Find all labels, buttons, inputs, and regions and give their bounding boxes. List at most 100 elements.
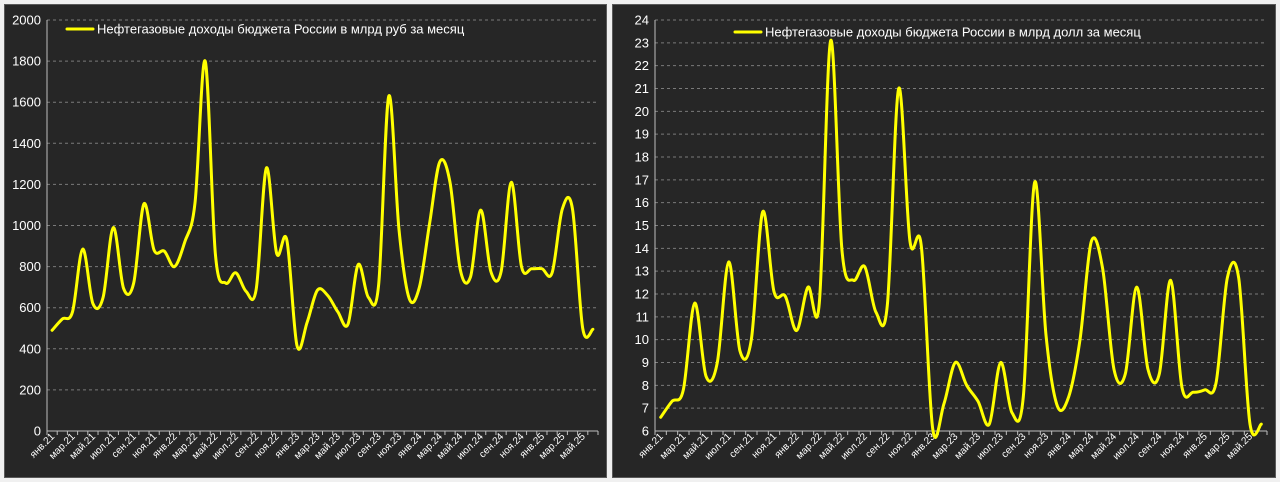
- data-point: [784, 295, 787, 298]
- y-tick-label: 13: [635, 264, 649, 279]
- data-point: [693, 302, 696, 305]
- data-point: [306, 321, 309, 324]
- data-point: [886, 304, 889, 307]
- data-point: [1045, 334, 1048, 337]
- chart-usd-svg: 6789101112131415161718192021222324янв.21…: [635, 13, 1268, 462]
- data-point: [520, 265, 523, 268]
- data-point: [965, 384, 968, 387]
- data-point: [1147, 368, 1150, 371]
- data-point: [659, 416, 662, 419]
- y-tick-label: 22: [635, 58, 649, 73]
- data-point: [459, 268, 462, 271]
- data-point: [224, 282, 227, 285]
- data-point: [469, 275, 472, 278]
- data-point: [1181, 386, 1184, 389]
- data-point: [1079, 338, 1082, 341]
- y-tick-label: 10: [635, 332, 649, 347]
- data-point: [1022, 395, 1025, 398]
- data-point: [1124, 372, 1127, 375]
- data-point: [102, 296, 105, 299]
- data-point: [367, 296, 370, 299]
- data-point: [316, 289, 319, 292]
- data-point: [142, 202, 145, 205]
- y-tick-label: 9: [642, 355, 649, 370]
- y-tick-label: 200: [19, 382, 41, 397]
- data-point: [449, 181, 452, 184]
- data-point: [194, 201, 197, 204]
- data-point: [1203, 388, 1206, 391]
- data-point: [91, 302, 94, 305]
- y-tick-label: 17: [635, 172, 649, 187]
- data-point: [988, 423, 991, 426]
- data-point: [727, 261, 730, 264]
- y-tick-label: 400: [19, 341, 41, 356]
- data-point: [489, 270, 492, 273]
- y-tick-label: 18: [635, 150, 649, 165]
- data-point: [1226, 277, 1229, 280]
- data-point: [909, 240, 912, 243]
- data-point: [1158, 372, 1161, 375]
- data-point: [1067, 395, 1070, 398]
- data-point: [999, 361, 1002, 364]
- data-point: [1260, 423, 1263, 426]
- y-tick-label: 2000: [12, 13, 41, 28]
- data-point: [841, 249, 844, 252]
- y-tick-label: 6: [642, 424, 649, 439]
- data-point: [1169, 279, 1172, 282]
- data-point: [591, 328, 594, 331]
- y-tick-label: 8: [642, 378, 649, 393]
- data-point: [1011, 411, 1014, 414]
- data-point: [122, 287, 125, 290]
- data-point: [71, 310, 74, 313]
- data-point: [132, 282, 135, 285]
- data-point: [1056, 404, 1059, 407]
- data-point: [931, 427, 934, 430]
- data-point: [671, 400, 674, 403]
- data-point: [943, 402, 946, 405]
- data-point: [1237, 277, 1240, 280]
- y-tick-label: 0: [34, 424, 41, 439]
- data-point: [81, 248, 84, 251]
- data-point: [214, 253, 217, 256]
- data-point: [852, 279, 855, 282]
- data-point: [773, 290, 776, 293]
- data-point: [1135, 286, 1138, 289]
- data-point: [1192, 391, 1195, 394]
- data-point: [897, 87, 900, 90]
- data-point: [234, 271, 237, 274]
- data-point: [61, 318, 64, 321]
- chart-panel-usd: 6 7 8 9 10 11 12 13 14 15 16 17 18 19 20 21 22 23 24 янв.21…: [612, 4, 1276, 478]
- data-point: [540, 267, 543, 270]
- legend-label: Нефтегазовые доходы бюджета России в млр…: [97, 22, 465, 37]
- data-point: [1101, 267, 1104, 270]
- data-point: [153, 249, 156, 252]
- data-point: [51, 329, 54, 332]
- data-point: [795, 329, 798, 332]
- data-point: [1033, 181, 1036, 184]
- y-tick-label: 600: [19, 300, 41, 315]
- data-point: [112, 226, 115, 229]
- y-tick-label: 19: [635, 127, 649, 142]
- series-line: [50, 59, 595, 351]
- data-point: [347, 323, 350, 326]
- y-tick-label: 11: [636, 309, 650, 324]
- data-point: [163, 250, 166, 253]
- data-point: [245, 290, 248, 293]
- data-point: [418, 286, 421, 289]
- y-tick-label: 1000: [12, 218, 41, 233]
- chart-rub-svg: 0200400600800100012001400160018002000янв…: [12, 13, 599, 462]
- data-point: [285, 238, 288, 241]
- data-point: [920, 245, 923, 248]
- data-point: [875, 311, 878, 314]
- data-point: [761, 210, 764, 213]
- x-tick-label: май.25: [1225, 431, 1256, 462]
- data-point: [336, 310, 339, 313]
- data-point: [954, 361, 957, 364]
- data-point: [863, 265, 866, 268]
- chart-panel-rub: 0 200 400 600 800 1000 1200 1400 1600 1800 2000 янв…: [4, 4, 607, 478]
- data-point: [1249, 423, 1252, 426]
- data-point: [716, 361, 719, 364]
- data-point: [581, 327, 584, 330]
- data-point: [265, 167, 268, 170]
- data-point: [807, 286, 810, 289]
